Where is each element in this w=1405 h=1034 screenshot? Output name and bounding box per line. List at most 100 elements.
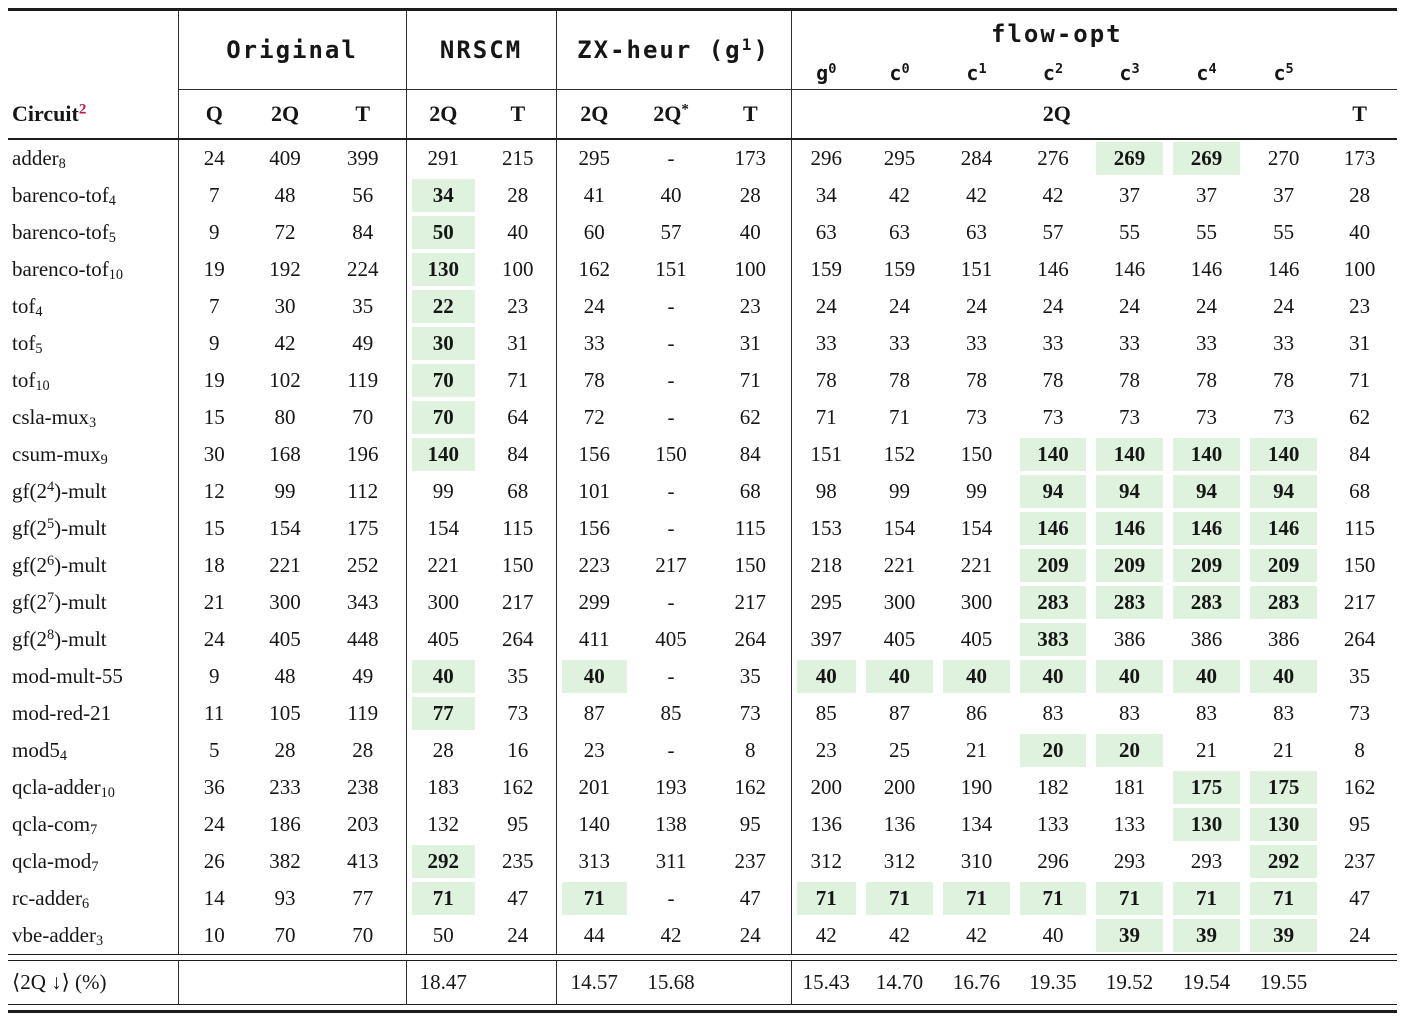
value-cell: 405	[405, 621, 481, 658]
value-cell: 269	[1168, 139, 1245, 177]
value-cell: 159	[790, 251, 862, 288]
value-cell: 99	[405, 473, 481, 510]
value-cell: 24	[177, 806, 250, 843]
value-cell: 101	[555, 473, 633, 510]
value-cell: 98	[790, 473, 862, 510]
value-cell: 140	[1091, 436, 1168, 473]
best-value-highlight: 269	[1096, 142, 1164, 175]
value-cell: 39	[1245, 917, 1322, 955]
best-value-highlight: 39	[1250, 919, 1318, 952]
best-value-highlight: 40	[561, 660, 628, 693]
value-cell: 10	[177, 917, 250, 955]
value-cell: 28	[405, 732, 481, 769]
value-cell: 83	[1273, 701, 1295, 725]
table-row: gf(27)-mult 21 300 343 300 217 299 - 217 295 300 30…	[8, 584, 1397, 621]
best-value-highlight: 40	[943, 660, 1011, 693]
paper-table-figure: Original NRSCM ZX-heur (g1) flow-opt g0 …	[8, 8, 1398, 1013]
value-cell: 146	[1113, 257, 1146, 281]
value-cell: 291	[405, 139, 481, 177]
value-cell: 153	[790, 510, 862, 547]
value-cell: 7	[177, 177, 250, 214]
value-cell: 133	[1113, 812, 1146, 836]
summary-value-cell	[1322, 961, 1397, 1005]
value-cell: 50	[405, 214, 481, 251]
value-cell: 33	[966, 331, 988, 355]
value-cell: 146	[1015, 510, 1091, 547]
column-header-c4: c4	[1168, 57, 1246, 90]
value-cell: 40	[861, 658, 938, 695]
circuit-name: qcla-com7	[12, 812, 98, 839]
footnote-ref[interactable]: 2	[78, 101, 87, 118]
circuit-name: mod-mult-55	[12, 664, 123, 688]
best-value-highlight: 94	[1173, 475, 1241, 508]
value-cell: 49	[352, 664, 374, 688]
value-cell: 209	[1168, 547, 1245, 584]
best-value-highlight: 40	[411, 660, 476, 693]
value-cell: 100	[502, 257, 534, 281]
value-cell: 42	[1042, 183, 1064, 207]
table-row: adder8 24 409 399 291 215 295 - 173 296 295 284 276 2…	[8, 139, 1397, 177]
value-cell: 33	[1119, 331, 1141, 355]
value-cell: 386	[1113, 627, 1146, 651]
value-cell: 80	[274, 405, 296, 429]
circuit-name: mod-red-21	[12, 701, 112, 725]
value-cell: 276	[1037, 146, 1069, 170]
value-cell: -	[667, 368, 675, 392]
value-cell: 78	[1119, 368, 1141, 392]
value-cell: 383	[1015, 621, 1091, 658]
value-cell: 283	[1168, 584, 1245, 621]
value-cell: 218	[790, 547, 862, 584]
value-cell: 47	[1349, 886, 1371, 910]
value-cell: 73	[1273, 405, 1295, 429]
value-cell: 221	[405, 547, 481, 584]
value-cell: 84	[352, 220, 374, 244]
value-cell: 30	[177, 436, 250, 473]
value-cell: 203	[347, 812, 379, 836]
table-row: gf(28)-mult 24 405 448 405 264 411 405 264 397 405…	[8, 621, 1397, 658]
value-cell: 86	[966, 701, 988, 725]
value-cell: 162	[555, 251, 633, 288]
best-value-highlight: 209	[1250, 549, 1318, 582]
best-value-highlight: 40	[866, 660, 934, 693]
value-cell: 156	[555, 436, 633, 473]
value-cell: 154	[405, 510, 481, 547]
column-header-row: Circuit2 Q 2Q T 2Q T 2Q 2Q* T 2Q T	[8, 89, 1398, 140]
circuit-name: qcla-mod7	[12, 849, 99, 876]
summary-value-cell: 15.68	[647, 970, 695, 994]
column-header-g0: g0	[790, 57, 862, 90]
summary-label: ⟨2Q ↓⟩ (%)	[12, 970, 107, 994]
value-cell: 40	[1168, 658, 1245, 695]
value-cell: 62	[1349, 405, 1371, 429]
best-value-highlight: 383	[1020, 623, 1087, 656]
value-cell: 33	[790, 325, 862, 362]
summary-value-cell: 19.35	[1029, 970, 1077, 994]
value-cell: 159	[883, 257, 916, 281]
value-cell: 209	[1015, 547, 1091, 584]
value-cell: 77	[405, 695, 481, 732]
value-cell: 34	[790, 177, 862, 214]
summary-value-cell: 19.52	[1105, 970, 1154, 994]
best-value-highlight: 292	[411, 845, 476, 878]
value-cell: 409	[269, 146, 301, 170]
summary-row: ⟨2Q ↓⟩ (%) 18.47 14.57 15.68 15.43 14.70 16.7…	[8, 960, 1397, 1005]
circuit-name: barenco-tof5	[12, 220, 116, 247]
value-cell: 151	[655, 257, 687, 281]
value-cell: 150	[502, 553, 534, 577]
value-cell: 78	[790, 362, 862, 399]
value-cell: 12	[177, 473, 250, 510]
circuit-name: tof10	[12, 368, 50, 395]
best-value-highlight: 39	[1173, 919, 1241, 952]
circuit-name: mod54	[12, 738, 67, 765]
value-cell: 9	[177, 325, 250, 362]
value-cell: 84	[739, 442, 761, 466]
value-cell: 83	[1196, 701, 1218, 725]
value-cell: 140	[1015, 436, 1091, 473]
value-cell: 209	[1245, 547, 1322, 584]
table-row: mod-mult-55 9 48 49 40 35 40 - 35 40 40 40 40 40 40 40 3…	[8, 658, 1397, 695]
col-orig-q: Q	[177, 89, 250, 140]
circuit-column-header: Circuit2	[8, 89, 178, 140]
table-row: rc-adder6 14 93 77 71 47 71 - 47 71 71 71 71 71 71 71 47	[8, 880, 1397, 917]
value-cell: 140	[1168, 436, 1245, 473]
value-cell: 95	[1349, 812, 1371, 836]
table-body: adder8 24 409 399 291 215 295-173 296 295 284 276 2…	[8, 139, 1397, 955]
